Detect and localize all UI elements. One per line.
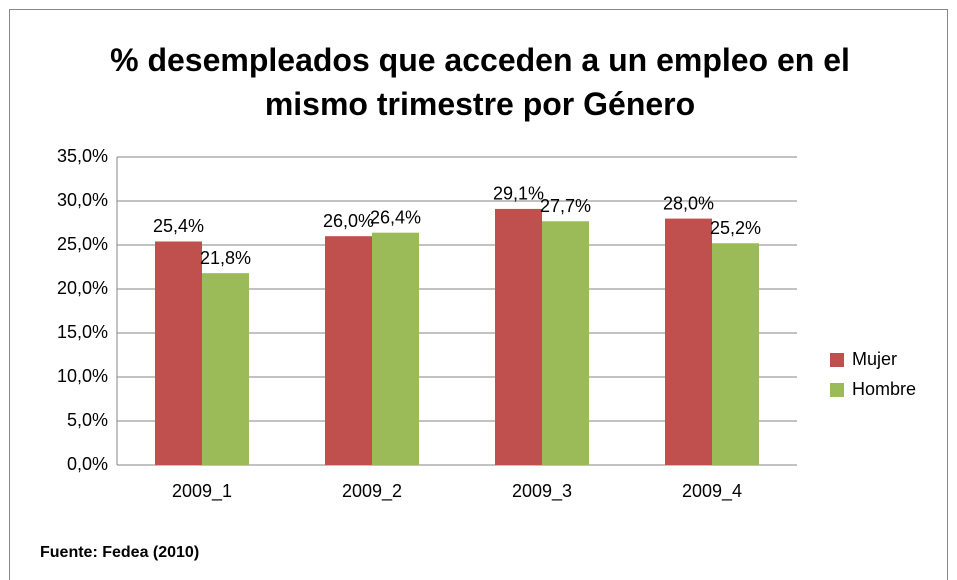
y-tick-label: 35,0% (57, 146, 108, 166)
bar (495, 208, 542, 466)
y-tick-label: 5,0% (67, 410, 108, 430)
value-label: 26,0% (323, 211, 374, 231)
source-note: Fuente: Fedea (2010) (40, 544, 199, 561)
value-label: 25,2% (710, 218, 761, 238)
bar (372, 232, 419, 465)
y-tick-label: 30,0% (57, 190, 108, 210)
legend-swatch (830, 353, 844, 367)
bar (665, 218, 712, 465)
x-tick-label: 2009_1 (172, 481, 232, 502)
value-label: 29,1% (493, 184, 544, 204)
bar (155, 241, 202, 465)
y-tick-label: 15,0% (57, 322, 108, 342)
legend-swatch (830, 383, 844, 397)
value-label: 26,4% (370, 207, 421, 227)
x-tick-label: 2009_3 (512, 481, 572, 502)
value-label: 21,8% (200, 248, 251, 268)
legend-label: Mujer (852, 349, 897, 369)
chart-frame (9, 9, 948, 580)
bar (712, 243, 759, 465)
x-tick-label: 2009_4 (682, 481, 742, 502)
x-tick-label: 2009_2 (342, 481, 402, 502)
y-tick-label: 10,0% (57, 366, 108, 386)
value-label: 28,0% (663, 193, 714, 213)
bar (202, 273, 249, 465)
bar (542, 221, 589, 465)
chart-title: % desempleados que acceden a un empleo e… (110, 42, 850, 122)
bar (325, 236, 372, 465)
y-tick-label: 25,0% (57, 234, 108, 254)
value-label: 27,7% (540, 196, 591, 216)
value-label: 25,4% (153, 216, 204, 236)
legend-label: Hombre (852, 379, 916, 399)
y-tick-label: 0,0% (67, 454, 108, 474)
y-tick-label: 20,0% (57, 278, 108, 298)
